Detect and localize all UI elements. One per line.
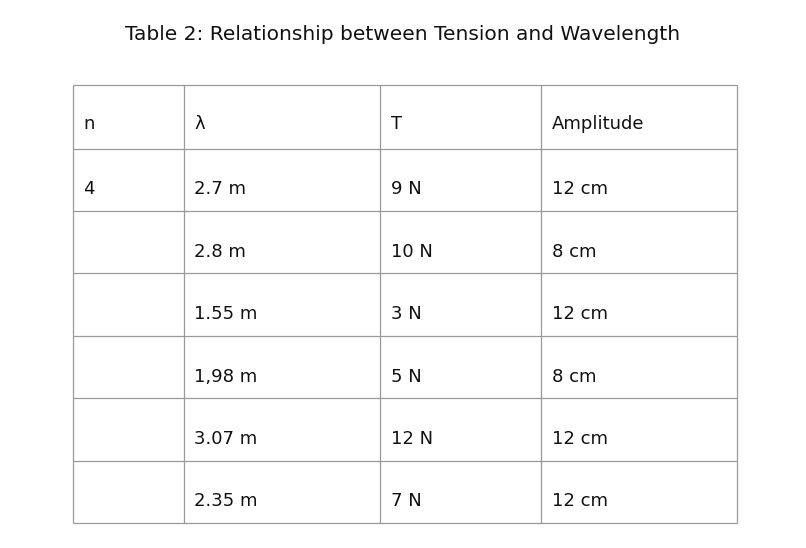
Text: 4: 4	[83, 180, 94, 198]
Text: 10 N: 10 N	[391, 243, 432, 261]
Text: 12 cm: 12 cm	[552, 493, 608, 511]
Text: 5 N: 5 N	[391, 368, 422, 386]
Text: 9 N: 9 N	[391, 180, 422, 198]
Text: Amplitude: Amplitude	[552, 115, 645, 133]
Text: 8 cm: 8 cm	[552, 243, 596, 261]
Text: 7 N: 7 N	[391, 493, 422, 511]
Text: 2.35 m: 2.35 m	[194, 493, 258, 511]
Text: 1.55 m: 1.55 m	[194, 305, 258, 323]
Text: 3 N: 3 N	[391, 305, 422, 323]
Text: 8 cm: 8 cm	[552, 368, 596, 386]
Text: 12 N: 12 N	[391, 430, 433, 448]
Text: 12 cm: 12 cm	[552, 305, 608, 323]
Text: λ: λ	[194, 115, 205, 133]
Text: T: T	[391, 115, 401, 133]
Text: 12 cm: 12 cm	[552, 430, 608, 448]
Text: Table 2: Relationship between Tension and Wavelength: Table 2: Relationship between Tension an…	[126, 25, 680, 44]
Text: 2.7 m: 2.7 m	[194, 180, 247, 198]
Text: 12 cm: 12 cm	[552, 180, 608, 198]
Text: 1,98 m: 1,98 m	[194, 368, 258, 386]
Text: 3.07 m: 3.07 m	[194, 430, 258, 448]
Text: 2.8 m: 2.8 m	[194, 243, 247, 261]
Text: n: n	[83, 115, 94, 133]
